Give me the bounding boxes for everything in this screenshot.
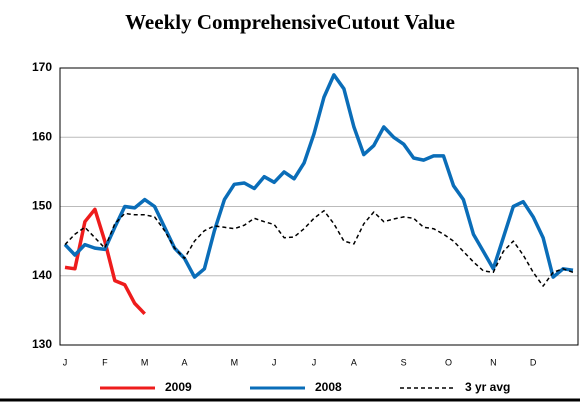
x-tick-label: S (401, 357, 407, 367)
x-tick-label: D (530, 357, 537, 367)
plot-frame (59, 67, 579, 346)
y-tick-label: 160 (32, 129, 52, 143)
x-tick-label: J (63, 357, 68, 367)
legend-label: 2009 (165, 380, 192, 394)
x-tick-label: M (141, 357, 149, 367)
chart-title: Weekly ComprehensiveCutout Value (125, 10, 455, 34)
x-tick-label: O (445, 357, 452, 367)
y-tick-label: 140 (32, 268, 52, 282)
series-line (64, 209, 574, 287)
x-tick-label: J (272, 357, 277, 367)
series-line (63, 73, 574, 279)
legend-label: 3 yr avg (465, 380, 510, 394)
x-tick-label: N (490, 357, 497, 367)
y-tick-label: 150 (32, 199, 52, 213)
x-tick-label: M (231, 357, 239, 367)
x-tick-label: A (351, 357, 357, 367)
x-tick-label: F (102, 357, 108, 367)
y-tick-label: 170 (32, 60, 52, 74)
x-tick-label: A (182, 357, 188, 367)
y-tick-label: 130 (32, 337, 52, 351)
x-tick-label: J (312, 357, 317, 367)
legend-label: 2008 (315, 380, 342, 394)
